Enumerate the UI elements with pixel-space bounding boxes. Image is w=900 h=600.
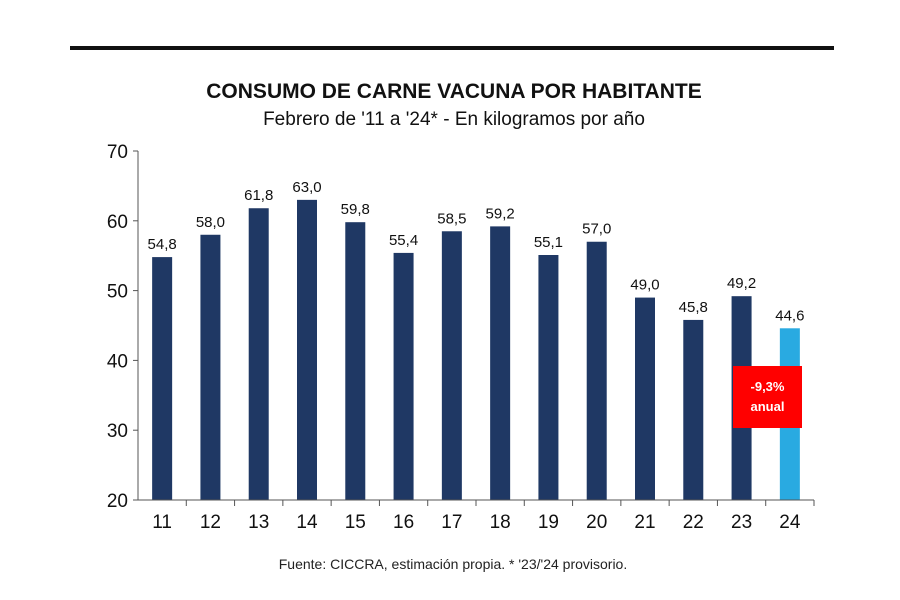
y-tick-label: 20	[107, 491, 128, 512]
x-tick-label: 12	[200, 512, 221, 533]
source-note: Fuente: CICCRA, estimación propia. * '23…	[278, 556, 628, 572]
bar-12	[200, 234, 221, 500]
x-tick-label: 20	[586, 512, 607, 533]
bar-20	[586, 241, 607, 501]
bar-14	[297, 199, 317, 501]
x-tick-label: 11	[152, 512, 172, 533]
bar-value-label: 45,8	[679, 299, 708, 316]
x-tick-label: 17	[441, 512, 462, 533]
chart-subtitle: Febrero de '11 a '24* - En kilogramos po…	[263, 109, 645, 130]
bar-21	[635, 297, 655, 500]
y-tick-label: 50	[107, 282, 128, 303]
bar-17	[441, 231, 462, 500]
y-tick-label: 60	[107, 212, 128, 233]
bar-18	[490, 226, 511, 500]
x-axis-ticks: 11 12 13 14 15 16 17 18 19 20 21 22 23 24	[152, 500, 815, 533]
bar-value-label: 58,5	[437, 210, 466, 227]
bar-13	[248, 208, 269, 500]
bar-19	[538, 255, 559, 500]
y-tick-label: 70	[107, 142, 128, 163]
bar-series	[152, 199, 800, 501]
bar-22	[683, 319, 704, 500]
x-tick-label: 18	[490, 512, 511, 533]
top-rule	[70, 46, 834, 50]
x-tick-label: 13	[248, 512, 269, 533]
x-tick-label: 21	[634, 512, 655, 533]
bar-value-label: 59,2	[486, 205, 515, 222]
x-tick-label: 15	[345, 512, 366, 533]
y-tick-label: 40	[107, 351, 128, 372]
callout-percent: -9,3%	[750, 379, 785, 394]
bar-value-label: 63,0	[292, 179, 321, 196]
bar-value-label: 54,8	[148, 236, 177, 253]
bar-value-label: 57,0	[582, 221, 611, 238]
bar-value-label: 61,8	[244, 187, 273, 204]
bar-value-label: 59,8	[341, 201, 370, 218]
bar-value-label: 49,2	[727, 275, 756, 292]
bar-value-labels: 54,8 58,0 61,8 63,0 59,8 55,4 58,5 59,2 55,1 57,0…	[148, 179, 805, 324]
x-tick-label: 23	[731, 512, 752, 533]
x-tick-label: 19	[538, 512, 559, 533]
callout-label: anual	[750, 399, 785, 414]
bar-value-label: 58,0	[196, 214, 225, 231]
x-tick-label: 22	[683, 512, 704, 533]
bar-16	[393, 252, 414, 500]
annual-change-callout: -9,3% anual	[733, 366, 802, 428]
x-tick-label: 16	[393, 512, 414, 533]
y-axis-ticks: 20 30 40 50 60 70	[107, 142, 138, 512]
x-tick-label: 24	[779, 512, 801, 533]
bar-11	[152, 257, 173, 500]
bar-value-label: 49,0	[630, 277, 659, 294]
x-tick-label: 14	[296, 512, 318, 533]
chart-title: CONSUMO DE CARNE VACUNA POR HABITANTE	[206, 80, 702, 103]
bar-value-label: 55,1	[534, 234, 563, 251]
bar-value-label: 44,6	[775, 307, 804, 324]
y-tick-label: 30	[107, 421, 128, 442]
bar-15	[345, 222, 366, 501]
bar-value-label: 55,4	[389, 232, 418, 249]
